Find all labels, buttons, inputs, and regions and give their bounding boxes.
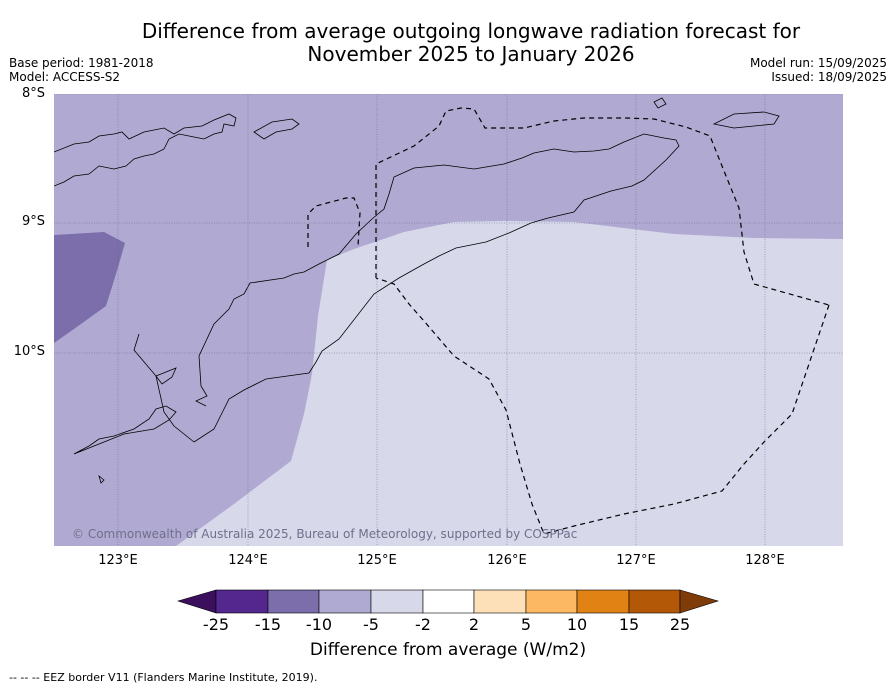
colorbar-label-10: 25 — [669, 615, 691, 634]
lon-label-125e: 125°E — [357, 553, 397, 568]
colorbar-label-3: -10 — [305, 615, 333, 634]
coast-kisar — [653, 97, 667, 109]
meta-left: Base period: 1981-2018 Model: ACCESS-S2 — [9, 56, 154, 84]
colorbar-label-1: -25 — [202, 615, 230, 634]
colorbar-label-2: -15 — [254, 615, 282, 634]
colorbar-extend-high — [679, 589, 720, 614]
lon-label-126e: 126°E — [487, 553, 527, 568]
coast-timor-north — [193, 133, 680, 443]
copyright-notice: © Commonwealth of Australia 2025, Bureau… — [72, 527, 577, 541]
title-line-1: Difference from average outgoing longwav… — [141, 19, 801, 43]
lon-label-128e: 128°E — [745, 553, 785, 568]
field-band-minus5 — [176, 221, 843, 546]
colorbar-label-8: 10 — [566, 615, 588, 634]
colorbar-label-4: -5 — [363, 615, 379, 634]
lon-label-124e: 124°E — [228, 553, 268, 568]
issued-date: Issued: 18/09/2025 — [771, 70, 887, 84]
coast-timor-south — [133, 333, 195, 443]
colorbar-label-9: 15 — [618, 615, 640, 634]
lat-label-9s: 9°S — [21, 214, 45, 229]
colorbar-swatch-1 — [215, 589, 269, 614]
colorbar-label-5: -2 — [415, 615, 431, 634]
model-name: Model: ACCESS-S2 — [9, 70, 121, 84]
coast-sawu — [98, 474, 105, 484]
colorbar-swatch-8 — [576, 589, 630, 614]
lon-label-123e: 123°E — [98, 553, 138, 568]
model-run: Model run: 15/09/2025 — [749, 56, 887, 70]
colorbar-swatch-2 — [267, 589, 320, 614]
coastlines — [54, 97, 780, 484]
coast-flores — [54, 113, 237, 187]
coast-alor — [253, 118, 300, 140]
colorbar-swatch-9 — [628, 589, 681, 614]
colorbar-label-7: 5 — [520, 615, 532, 634]
field-band-minus15 — [54, 232, 125, 343]
colorbar-label-6: 2 — [468, 615, 480, 634]
gridlines — [54, 94, 843, 546]
lat-label-10s: 10°S — [13, 344, 45, 359]
colorbar-swatch-7 — [525, 589, 578, 614]
coast-rote — [155, 367, 177, 385]
eez-footnote: -- -- -- EEZ border V11 (Flanders Marine… — [9, 671, 318, 684]
lon-label-127e: 127°E — [616, 553, 656, 568]
colorbar-swatch-6 — [473, 589, 527, 614]
colorbar-swatch-3 — [318, 589, 372, 614]
map-panel: © Commonwealth of Australia 2025, Bureau… — [54, 94, 843, 546]
meta-right: Model run: 15/09/2025 Issued: 18/09/2025 — [750, 56, 887, 84]
base-period: Base period: 1981-2018 — [9, 56, 154, 70]
coast-wetar — [712, 111, 780, 129]
colorbar-title: Difference from average (W/m2) — [309, 640, 587, 660]
title-line-2: November 2025 to January 2026 — [307, 42, 635, 66]
lat-label-8s: 8°S — [21, 86, 45, 101]
colorbar — [176, 589, 720, 614]
coast-sumba — [73, 405, 177, 455]
colorbar-swatch-5 — [422, 589, 475, 614]
map-title: Difference from average outgoing longwav… — [110, 20, 832, 66]
colorbar-extend-low — [176, 589, 217, 614]
eez-border — [307, 107, 830, 535]
colorbar-swatch-4 — [370, 589, 424, 614]
